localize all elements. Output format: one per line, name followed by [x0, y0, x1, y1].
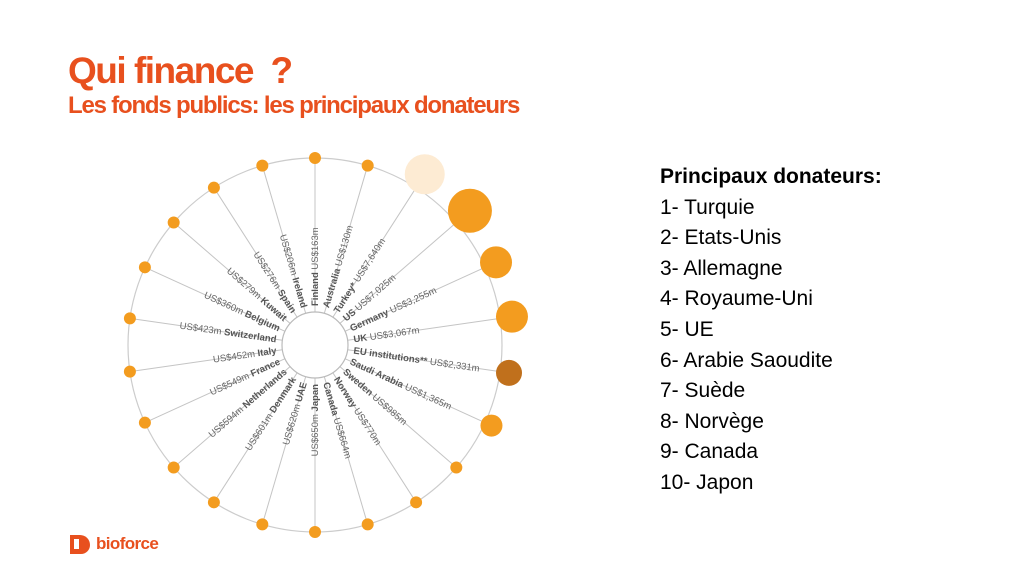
donor-bubble [309, 152, 321, 164]
bioforce-logo: bioforce [68, 533, 159, 555]
wheel-spoke [144, 358, 286, 424]
donor-bubble [123, 312, 136, 325]
donor-item: 9- Canada [660, 440, 759, 464]
donor-bubble [123, 365, 136, 378]
donor-bubble [207, 496, 220, 509]
spoke-amount: US$3,067m [369, 325, 420, 343]
spoke-country: UK [353, 332, 368, 345]
donor-bubble [496, 359, 523, 386]
wheel-spoke [332, 372, 417, 503]
spoke-amount: US$601m [243, 409, 277, 453]
slide-subtitle: Les fonds publics: les principaux donate… [68, 92, 520, 119]
donor-item: 1- Turquie [660, 195, 755, 219]
donor-bubble [480, 414, 503, 437]
donor-bubble [480, 246, 513, 279]
wheel-spoke [339, 366, 457, 468]
donor-item: 2- Etats-Unis [660, 226, 782, 250]
donor-item: 6- Arabie Saoudite [660, 348, 833, 372]
donor-item: 7- Suède [660, 379, 746, 403]
donor-bubble [256, 159, 269, 172]
donor-bubble [410, 496, 423, 509]
spoke-amount: US$985m [370, 392, 409, 428]
donor-bubble [138, 261, 151, 274]
donor-bubble [167, 216, 180, 229]
donors-list: 1- Turquie 2- Etats-Unis 3- Allemagne 4-… [660, 193, 910, 499]
wheel-spoke [261, 165, 307, 314]
wheel-spoke [323, 165, 369, 314]
wheel-spoke [261, 376, 307, 525]
donor-bubble [495, 300, 528, 333]
spoke-label: Finland US$163m [310, 227, 321, 306]
spoke-country: Italy [257, 345, 278, 359]
donor-bubble [309, 526, 321, 538]
donor-item: 3- Allemagne [660, 256, 783, 280]
spoke-country: Japan [310, 384, 321, 412]
donor-bubble [361, 518, 374, 531]
spoke-amount: US$664m [331, 416, 353, 460]
spoke-amount: US$130m [333, 224, 355, 268]
wheel-spoke [344, 358, 486, 424]
spoke-amount: US$452m [212, 348, 258, 365]
wheel-spoke [347, 317, 501, 341]
donor-item: 10- Japon [660, 470, 754, 494]
donor-item: 4- Royaume-Uni [660, 287, 813, 311]
wheel-spoke [144, 266, 286, 332]
spoke-amount: US$594m [207, 402, 248, 440]
donor-bubble [167, 461, 180, 474]
donor-bubble [138, 416, 151, 429]
spoke-amount: US$3,255m [388, 285, 438, 316]
spoke-amount: US$360m [202, 290, 247, 319]
donor-bubble [361, 159, 374, 172]
spoke-amount: US$7,640m [351, 236, 387, 284]
donor-bubble [256, 518, 269, 531]
spoke-country: Finland [310, 272, 321, 306]
bioforce-logo-text: bioforce [96, 534, 159, 553]
wheel-spoke [323, 376, 369, 525]
wheel-spoke [344, 266, 486, 332]
spoke-amount: US$163m [310, 227, 321, 269]
wheel-spoke [173, 222, 291, 324]
wheel-spoke [213, 187, 298, 318]
spoke-amount: US$2,331m [429, 356, 480, 374]
spoke-amount: US$620m [280, 400, 303, 446]
spoke-amount: US$1,365m [403, 381, 453, 412]
spoke-amount: US$423m [179, 320, 225, 337]
wheel-spoke [129, 317, 283, 341]
donor-bubble [207, 181, 220, 194]
spoke-amount: US$206m [277, 233, 300, 279]
wheel-spoke [339, 222, 457, 324]
wheel-hub [281, 311, 349, 379]
donor-bubble [447, 188, 492, 233]
spoke-amount: US$650m [310, 411, 321, 456]
spoke-amount: US$770m [351, 406, 383, 448]
spoke-label: US$650m Japan [310, 384, 321, 457]
donor-item: 8- Norvège [660, 409, 764, 433]
donor-bubble [450, 461, 463, 474]
spoke-country: UAE [293, 381, 309, 403]
donors-title: Principaux donateurs: [660, 165, 882, 188]
spoke-amount: US$279m [224, 266, 265, 304]
wheel-spoke [129, 349, 283, 373]
donor-bubble [404, 154, 445, 195]
wheel-spoke [332, 187, 417, 318]
spoke-amount: US$549m [208, 369, 253, 398]
donors-panel: Principaux donateurs: 1- Turquie 2- Etat… [660, 162, 910, 499]
wheel-spoke [347, 349, 501, 373]
donor-item: 5- UE [660, 317, 714, 341]
bioforce-logo-icon [70, 535, 90, 554]
wheel-spoke [213, 372, 298, 503]
slide-title: Qui finance ? [68, 50, 293, 91]
wheel-spoke [173, 366, 291, 468]
